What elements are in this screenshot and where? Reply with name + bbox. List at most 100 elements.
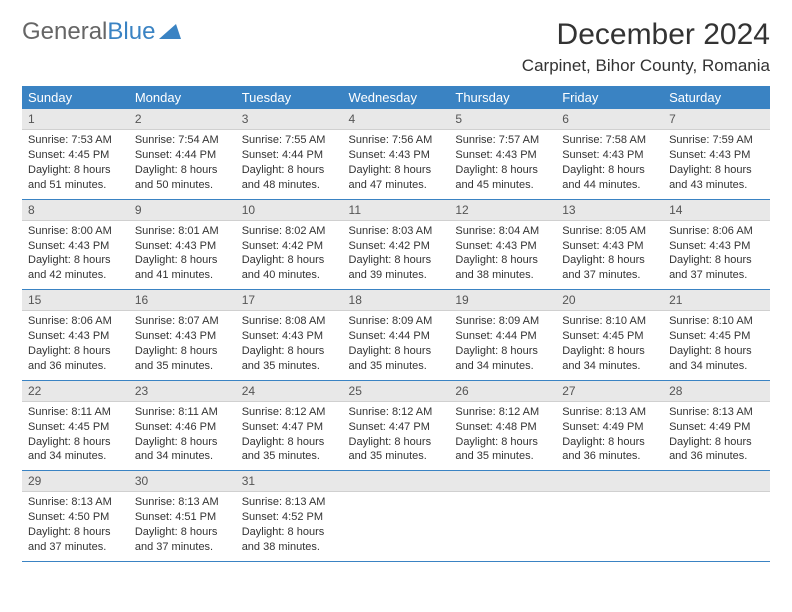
daylight-text: Daylight: 8 hours — [242, 435, 337, 450]
daylight-text: and 37 minutes. — [135, 540, 230, 555]
sunrise-text: Sunrise: 8:09 AM — [455, 314, 550, 329]
sunrise-text: Sunrise: 7:59 AM — [669, 133, 764, 148]
calendar-day-cell: 9Sunrise: 8:01 AMSunset: 4:43 PMDaylight… — [129, 199, 236, 290]
day-body: Sunrise: 8:09 AMSunset: 4:44 PMDaylight:… — [449, 311, 556, 379]
calendar-day-cell: 11Sunrise: 8:03 AMSunset: 4:42 PMDayligh… — [343, 199, 450, 290]
calendar-day-cell: 15Sunrise: 8:06 AMSunset: 4:43 PMDayligh… — [22, 290, 129, 381]
daylight-text: Daylight: 8 hours — [562, 163, 657, 178]
sunset-text: Sunset: 4:43 PM — [135, 239, 230, 254]
daylight-text: Daylight: 8 hours — [28, 253, 123, 268]
sunrise-text: Sunrise: 8:10 AM — [669, 314, 764, 329]
day-body: Sunrise: 8:11 AMSunset: 4:46 PMDaylight:… — [129, 402, 236, 470]
day-number: 15 — [22, 290, 129, 311]
sunrise-text: Sunrise: 8:10 AM — [562, 314, 657, 329]
daylight-text: Daylight: 8 hours — [562, 253, 657, 268]
weekday-header: Friday — [556, 86, 663, 109]
sunrise-text: Sunrise: 7:57 AM — [455, 133, 550, 148]
month-title: December 2024 — [522, 18, 770, 52]
day-body: Sunrise: 8:05 AMSunset: 4:43 PMDaylight:… — [556, 221, 663, 289]
daylight-text: and 36 minutes. — [562, 449, 657, 464]
sunrise-text: Sunrise: 8:11 AM — [135, 405, 230, 420]
sunset-text: Sunset: 4:45 PM — [28, 420, 123, 435]
calendar-day-cell: 19Sunrise: 8:09 AMSunset: 4:44 PMDayligh… — [449, 290, 556, 381]
daylight-text: and 37 minutes. — [562, 268, 657, 283]
day-number: 9 — [129, 200, 236, 221]
sunrise-text: Sunrise: 7:58 AM — [562, 133, 657, 148]
sunset-text: Sunset: 4:43 PM — [669, 239, 764, 254]
calendar-week-row: 1Sunrise: 7:53 AMSunset: 4:45 PMDaylight… — [22, 109, 770, 199]
daylight-text: and 36 minutes. — [28, 359, 123, 374]
sunrise-text: Sunrise: 8:07 AM — [135, 314, 230, 329]
daylight-text: Daylight: 8 hours — [242, 344, 337, 359]
sunrise-text: Sunrise: 8:05 AM — [562, 224, 657, 239]
sunrise-text: Sunrise: 7:53 AM — [28, 133, 123, 148]
calendar-day-cell: 1Sunrise: 7:53 AMSunset: 4:45 PMDaylight… — [22, 109, 129, 199]
sunset-text: Sunset: 4:43 PM — [28, 329, 123, 344]
calendar-day-cell: 7Sunrise: 7:59 AMSunset: 4:43 PMDaylight… — [663, 109, 770, 199]
day-number: 20 — [556, 290, 663, 311]
calendar-day-cell — [449, 471, 556, 562]
sunrise-text: Sunrise: 8:09 AM — [349, 314, 444, 329]
sunrise-text: Sunrise: 8:13 AM — [242, 495, 337, 510]
sunset-text: Sunset: 4:42 PM — [242, 239, 337, 254]
calendar-day-cell: 14Sunrise: 8:06 AMSunset: 4:43 PMDayligh… — [663, 199, 770, 290]
day-number: 6 — [556, 109, 663, 130]
logo-text-2: Blue — [107, 18, 155, 46]
location: Carpinet, Bihor County, Romania — [522, 56, 770, 76]
day-number: 19 — [449, 290, 556, 311]
day-number: 4 — [343, 109, 450, 130]
day-number: 3 — [236, 109, 343, 130]
day-body: Sunrise: 8:11 AMSunset: 4:45 PMDaylight:… — [22, 402, 129, 470]
calendar-day-cell: 18Sunrise: 8:09 AMSunset: 4:44 PMDayligh… — [343, 290, 450, 381]
day-number: 24 — [236, 381, 343, 402]
weekday-header: Monday — [129, 86, 236, 109]
calendar-day-cell: 29Sunrise: 8:13 AMSunset: 4:50 PMDayligh… — [22, 471, 129, 562]
daylight-text: Daylight: 8 hours — [28, 435, 123, 450]
day-number: 22 — [22, 381, 129, 402]
sunrise-text: Sunrise: 8:06 AM — [669, 224, 764, 239]
sunset-text: Sunset: 4:43 PM — [135, 329, 230, 344]
sunrise-text: Sunrise: 8:08 AM — [242, 314, 337, 329]
sunrise-text: Sunrise: 8:12 AM — [349, 405, 444, 420]
logo-text-1: General — [22, 18, 107, 46]
weekday-header: Saturday — [663, 86, 770, 109]
sunset-text: Sunset: 4:44 PM — [455, 329, 550, 344]
day-number: 28 — [663, 381, 770, 402]
daylight-text: Daylight: 8 hours — [455, 163, 550, 178]
calendar-week-row: 8Sunrise: 8:00 AMSunset: 4:43 PMDaylight… — [22, 199, 770, 290]
sunrise-text: Sunrise: 7:56 AM — [349, 133, 444, 148]
day-body: Sunrise: 8:13 AMSunset: 4:51 PMDaylight:… — [129, 492, 236, 560]
sunrise-text: Sunrise: 8:12 AM — [242, 405, 337, 420]
daylight-text: Daylight: 8 hours — [349, 253, 444, 268]
sunset-text: Sunset: 4:49 PM — [562, 420, 657, 435]
daylight-text: Daylight: 8 hours — [28, 344, 123, 359]
day-body: Sunrise: 8:03 AMSunset: 4:42 PMDaylight:… — [343, 221, 450, 289]
day-body: Sunrise: 8:13 AMSunset: 4:50 PMDaylight:… — [22, 492, 129, 560]
calendar-week-row: 22Sunrise: 8:11 AMSunset: 4:45 PMDayligh… — [22, 380, 770, 471]
day-body: Sunrise: 8:01 AMSunset: 4:43 PMDaylight:… — [129, 221, 236, 289]
day-number: 2 — [129, 109, 236, 130]
daylight-text: and 47 minutes. — [349, 178, 444, 193]
day-body: Sunrise: 7:59 AMSunset: 4:43 PMDaylight:… — [663, 130, 770, 198]
day-number: 11 — [343, 200, 450, 221]
day-body: Sunrise: 8:06 AMSunset: 4:43 PMDaylight:… — [663, 221, 770, 289]
title-block: December 2024 Carpinet, Bihor County, Ro… — [522, 18, 770, 76]
daylight-text: and 38 minutes. — [455, 268, 550, 283]
daylight-text: Daylight: 8 hours — [562, 435, 657, 450]
daylight-text: Daylight: 8 hours — [28, 525, 123, 540]
daylight-text: Daylight: 8 hours — [28, 163, 123, 178]
daylight-text: and 34 minutes. — [455, 359, 550, 374]
logo-triangle-icon — [159, 18, 181, 46]
daylight-text: and 37 minutes. — [28, 540, 123, 555]
sunset-text: Sunset: 4:43 PM — [562, 239, 657, 254]
day-number: 17 — [236, 290, 343, 311]
sunset-text: Sunset: 4:42 PM — [349, 239, 444, 254]
day-body: Sunrise: 8:10 AMSunset: 4:45 PMDaylight:… — [556, 311, 663, 379]
sunset-text: Sunset: 4:43 PM — [349, 148, 444, 163]
daylight-text: and 35 minutes. — [135, 359, 230, 374]
day-number: 27 — [556, 381, 663, 402]
daylight-text: and 37 minutes. — [669, 268, 764, 283]
day-body: Sunrise: 8:12 AMSunset: 4:47 PMDaylight:… — [343, 402, 450, 470]
calendar-day-cell: 22Sunrise: 8:11 AMSunset: 4:45 PMDayligh… — [22, 380, 129, 471]
day-body: Sunrise: 7:56 AMSunset: 4:43 PMDaylight:… — [343, 130, 450, 198]
